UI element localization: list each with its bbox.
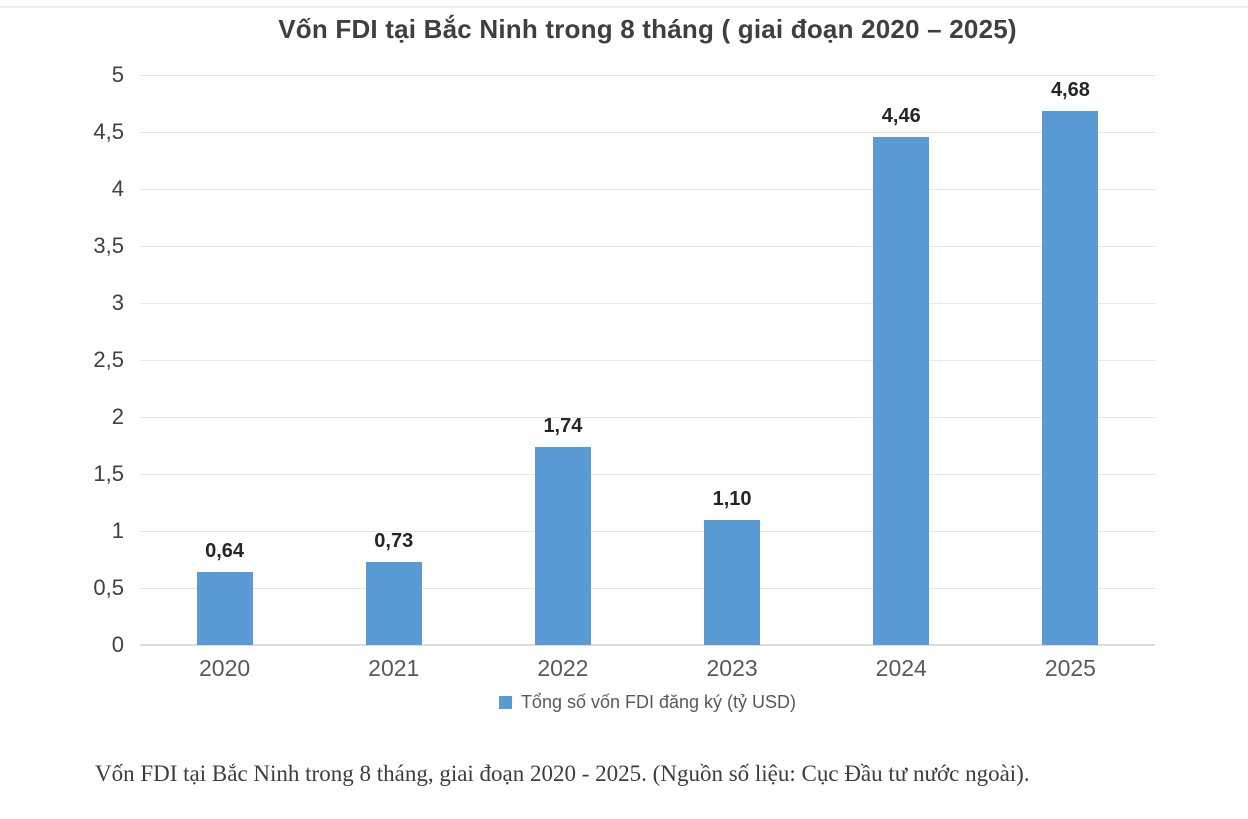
bar [704,519,761,645]
gridline [140,132,1155,133]
bar [196,572,253,645]
gridline [140,75,1155,76]
bar [873,136,930,645]
gridline [140,531,1155,532]
bar-value-label: 4,68 [1050,79,1090,102]
y-axis-tick-label: 4,5 [93,119,124,144]
top-divider [0,6,1248,8]
y-axis-tick-label: 0,5 [93,575,124,600]
legend-label: Tổng số vốn FDI đăng ký (tỷ USD) [520,692,797,712]
y-axis-tick-label: 2 [111,404,124,429]
gridline [140,303,1155,304]
gridline [140,588,1155,589]
x-axis-label: 2025 [1044,655,1096,681]
bar-value-label: 0,64 [205,540,245,563]
bar [365,561,422,645]
bar-value-label: 0,73 [374,529,414,552]
y-axis-tick-label: 3 [111,290,124,315]
x-axis-label: 2024 [875,655,927,681]
y-axis-tick-label: 5 [111,62,124,87]
bar-value-label: 1,10 [712,487,752,510]
bar [1042,111,1099,645]
x-axis-label: 2023 [706,655,758,681]
gridline [140,417,1155,418]
chart-title: Vốn FDI tại Bắc Ninh trong 8 tháng ( gia… [278,14,1017,44]
bar [534,446,591,645]
bar-value-label: 1,74 [543,414,583,437]
gridline [140,246,1155,247]
gridline [140,189,1155,190]
y-axis-tick-label: 1,5 [93,461,124,486]
y-axis-tick-label: 1 [111,518,124,543]
x-axis-label: 2020 [198,655,251,681]
bar-value-label: 4,46 [881,104,921,127]
y-axis-tick-label: 0 [111,632,124,657]
y-axis-tick-label: 3,5 [93,233,124,258]
legend: Tổng số vốn FDI đăng ký (tỷ USD) [140,692,1155,713]
y-axis-tick-label: 4 [111,176,124,201]
legend-marker-icon [498,696,512,709]
gridline [140,474,1155,475]
figure-caption: Vốn FDI tại Bắc Ninh trong 8 tháng, giai… [95,761,1030,786]
x-axis-label: 2022 [537,655,589,681]
y-axis-tick-label: 2,5 [93,347,124,372]
x-axis-label: 2021 [368,655,420,681]
x-axis-line [140,644,1155,646]
gridline [140,360,1155,361]
